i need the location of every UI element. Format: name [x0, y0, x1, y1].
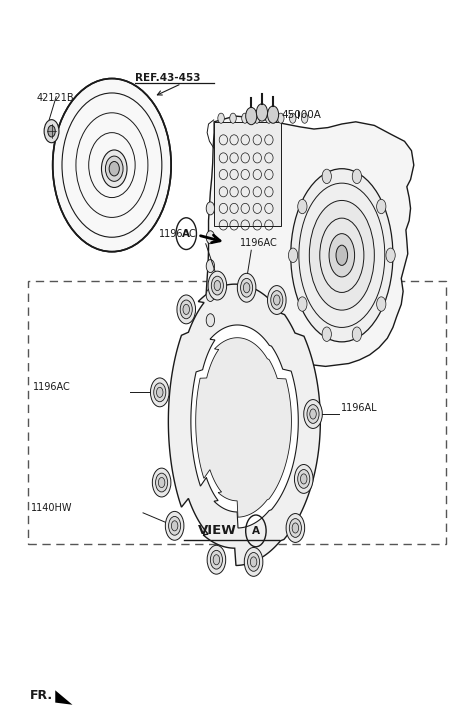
Text: 45000A: 45000A: [282, 110, 321, 120]
Circle shape: [206, 289, 215, 302]
Circle shape: [208, 271, 227, 300]
Circle shape: [298, 199, 307, 214]
Circle shape: [158, 478, 165, 488]
Ellipse shape: [105, 156, 123, 181]
Circle shape: [322, 327, 331, 342]
Circle shape: [300, 474, 307, 484]
Circle shape: [154, 383, 166, 402]
Circle shape: [352, 327, 361, 342]
Circle shape: [206, 260, 215, 273]
Circle shape: [207, 545, 226, 574]
Text: VIEW: VIEW: [198, 524, 237, 537]
Circle shape: [172, 521, 178, 531]
Circle shape: [206, 202, 215, 215]
Text: 1140HW: 1140HW: [31, 503, 72, 513]
Polygon shape: [191, 325, 298, 528]
Polygon shape: [55, 691, 72, 704]
Text: REF.43-453: REF.43-453: [135, 73, 201, 83]
Circle shape: [248, 553, 259, 571]
Circle shape: [213, 555, 219, 565]
Circle shape: [243, 283, 250, 293]
Text: A: A: [252, 526, 260, 536]
Circle shape: [246, 108, 257, 125]
Circle shape: [256, 104, 267, 121]
Circle shape: [277, 113, 284, 124]
Circle shape: [386, 248, 395, 262]
Circle shape: [180, 300, 192, 318]
Circle shape: [230, 113, 236, 124]
Circle shape: [241, 278, 253, 297]
Circle shape: [244, 547, 263, 577]
Circle shape: [206, 230, 215, 244]
Circle shape: [294, 465, 313, 494]
Circle shape: [298, 297, 307, 311]
Circle shape: [44, 120, 59, 142]
Circle shape: [274, 295, 280, 305]
Ellipse shape: [102, 150, 127, 188]
Polygon shape: [206, 116, 414, 366]
Circle shape: [206, 314, 215, 326]
Circle shape: [150, 378, 169, 407]
Circle shape: [290, 113, 296, 124]
Circle shape: [212, 276, 223, 295]
Circle shape: [298, 470, 310, 489]
Circle shape: [289, 248, 298, 262]
Text: A: A: [182, 228, 190, 238]
Polygon shape: [196, 338, 291, 517]
Circle shape: [376, 199, 386, 214]
Circle shape: [322, 169, 331, 184]
Circle shape: [286, 513, 305, 542]
Ellipse shape: [336, 245, 348, 265]
Polygon shape: [168, 284, 321, 566]
Polygon shape: [214, 122, 282, 226]
Circle shape: [214, 281, 220, 291]
Circle shape: [177, 295, 196, 324]
Circle shape: [307, 405, 319, 423]
Circle shape: [169, 516, 180, 535]
Circle shape: [271, 291, 283, 310]
Text: 1196AC: 1196AC: [240, 238, 277, 248]
Circle shape: [242, 113, 248, 124]
Circle shape: [267, 106, 279, 124]
Circle shape: [218, 113, 224, 124]
Text: FR.: FR.: [30, 689, 53, 702]
Circle shape: [157, 387, 163, 398]
Circle shape: [352, 169, 361, 184]
Circle shape: [183, 305, 189, 315]
Circle shape: [304, 400, 322, 428]
Ellipse shape: [291, 169, 393, 342]
Ellipse shape: [109, 161, 119, 176]
Circle shape: [152, 468, 171, 497]
Circle shape: [48, 126, 55, 137]
Circle shape: [290, 518, 301, 537]
Circle shape: [251, 557, 257, 567]
Text: 1196AL: 1196AL: [341, 403, 377, 413]
FancyBboxPatch shape: [28, 281, 446, 544]
Circle shape: [211, 550, 222, 569]
Circle shape: [376, 297, 386, 311]
Ellipse shape: [53, 79, 171, 252]
Text: 42121B: 42121B: [36, 93, 74, 103]
Circle shape: [237, 273, 256, 302]
Circle shape: [254, 113, 260, 124]
Circle shape: [310, 409, 316, 419]
Text: 1196AC: 1196AC: [159, 228, 197, 238]
Circle shape: [292, 523, 298, 533]
Ellipse shape: [329, 233, 354, 277]
Circle shape: [301, 113, 308, 124]
Text: 1196AC: 1196AC: [33, 382, 70, 392]
Circle shape: [266, 113, 272, 124]
Circle shape: [267, 286, 286, 315]
Circle shape: [165, 511, 184, 540]
Ellipse shape: [309, 201, 374, 310]
Circle shape: [156, 473, 168, 492]
